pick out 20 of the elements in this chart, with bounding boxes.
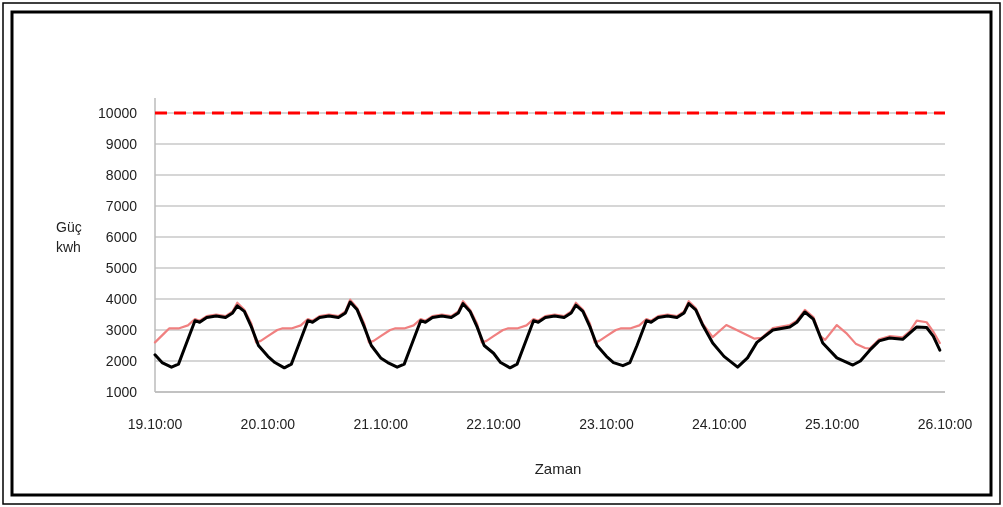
y-axis-title: Güç kwh — [56, 219, 82, 255]
y-tick-label: 10000 — [98, 104, 138, 121]
y-tick-label: 3000 — [105, 321, 138, 338]
y-tick-label: 2000 — [105, 352, 138, 369]
y-tick-label: 8000 — [105, 166, 138, 183]
x-tick-label: 20.10:00 — [240, 416, 296, 432]
x-tick-label: 26.10:00 — [917, 416, 973, 432]
y-tick-label: 9000 — [105, 135, 138, 152]
x-tick-label: 25.10:00 — [804, 416, 860, 432]
x-tick-label: 19.10:00 — [127, 416, 183, 432]
y-tick-label: 7000 — [105, 197, 138, 214]
x-tick-label: 21.10:00 — [353, 416, 409, 432]
x-tick-label: 23.10:00 — [579, 416, 634, 432]
x-tick-label: 24.10:00 — [692, 416, 747, 432]
x-axis-title: Zaman — [534, 460, 582, 477]
x-tick-label: 22.10:00 — [466, 416, 522, 432]
y-tick-label: 6000 — [105, 228, 138, 245]
y-tick-label: 1000 — [105, 383, 138, 400]
y-tick-label: 4000 — [105, 290, 138, 307]
y-tick-label: 5000 — [105, 259, 138, 276]
